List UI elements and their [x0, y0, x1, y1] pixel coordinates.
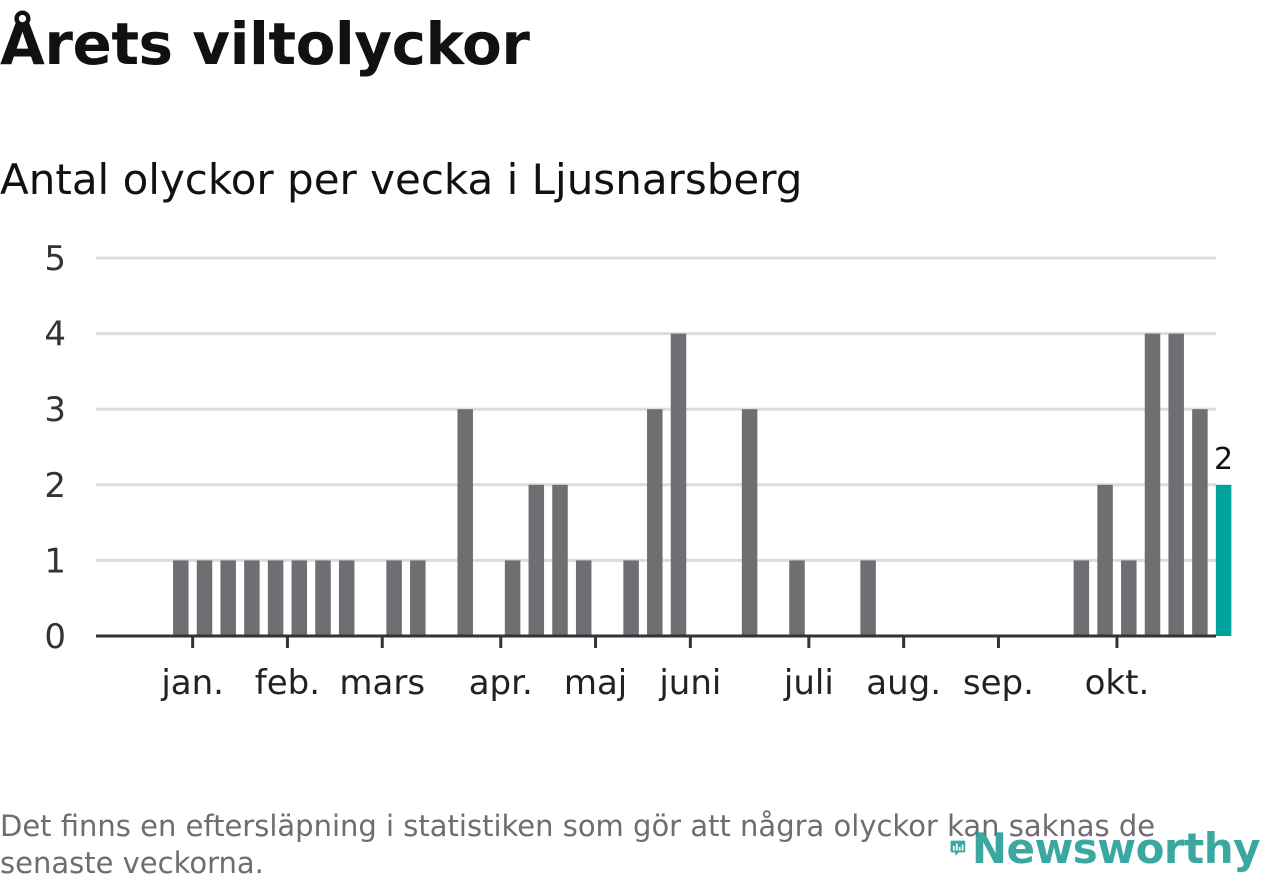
bar-week-10	[338, 560, 355, 636]
x-tick-label: sep.	[963, 663, 1034, 703]
bar-week-46	[1192, 409, 1208, 636]
bars	[173, 333, 1232, 636]
bar-week-23	[647, 409, 663, 636]
y-axis-ticks: 0 1 2 3 4 5	[44, 239, 66, 657]
bar-highlight-week-47	[1215, 484, 1232, 636]
bar-week-8	[291, 560, 308, 636]
brand-name: Newsworthy	[971, 823, 1261, 873]
y-tick-label: 2	[44, 466, 66, 506]
bar-week-32	[860, 560, 876, 636]
bar-week-13	[410, 560, 426, 636]
newsworthy-logo: Newsworthy	[950, 818, 1261, 878]
bar-week-41	[1073, 560, 1090, 636]
bar-week-45	[1168, 333, 1184, 636]
x-tick-label: apr.	[469, 663, 533, 703]
bar-week-12	[386, 560, 402, 636]
bar-week-22	[623, 560, 639, 636]
x-tick-label: juni	[658, 663, 721, 703]
y-tick-label: 5	[44, 239, 66, 279]
x-tick-label: aug.	[866, 663, 941, 703]
footnote: Det finns en eftersläpning i statistiken…	[0, 809, 1156, 880]
bar-week-42	[1097, 484, 1113, 636]
bar-week-27	[741, 409, 758, 636]
x-tick-label: mars	[339, 663, 425, 703]
bar-week-15	[457, 409, 473, 636]
bar-week-3	[173, 560, 189, 636]
y-tick-label: 1	[44, 541, 66, 581]
bar-week-4	[196, 560, 213, 636]
bar-week-44	[1144, 333, 1161, 636]
bar-week-20	[575, 560, 592, 636]
chart-subtitle: Antal olyckor per vecka i Ljusnarsberg	[0, 155, 803, 204]
x-tick-label: feb.	[255, 663, 320, 703]
bar-week-29	[789, 560, 805, 636]
bar-week-43	[1121, 560, 1137, 636]
y-tick-label: 0	[44, 617, 66, 657]
x-tick-label: jan.	[160, 663, 224, 703]
bar-week-5	[220, 560, 236, 636]
chart-title: Årets viltolyckor	[0, 10, 530, 78]
bar-week-17	[504, 560, 521, 636]
bar-week-18	[528, 484, 545, 636]
bar-week-9	[315, 560, 331, 636]
highlight-value-label: 2	[1214, 442, 1233, 477]
data-labels: 2	[1214, 442, 1233, 477]
bar-week-7	[267, 560, 284, 636]
x-tick-label: maj	[564, 663, 627, 703]
newsworthy-logo-icon	[950, 840, 966, 856]
bar-week-6	[244, 560, 260, 636]
y-tick-label: 3	[44, 390, 66, 430]
bar-week-24	[670, 333, 687, 636]
y-tick-label: 4	[44, 315, 66, 355]
x-axis-ticks: jan. feb. mars apr. maj juni juli aug. sep. okt.	[160, 636, 1149, 703]
x-tick-label: juli	[783, 663, 834, 703]
x-tick-label: okt.	[1085, 663, 1150, 703]
bar-week-19	[552, 484, 568, 636]
